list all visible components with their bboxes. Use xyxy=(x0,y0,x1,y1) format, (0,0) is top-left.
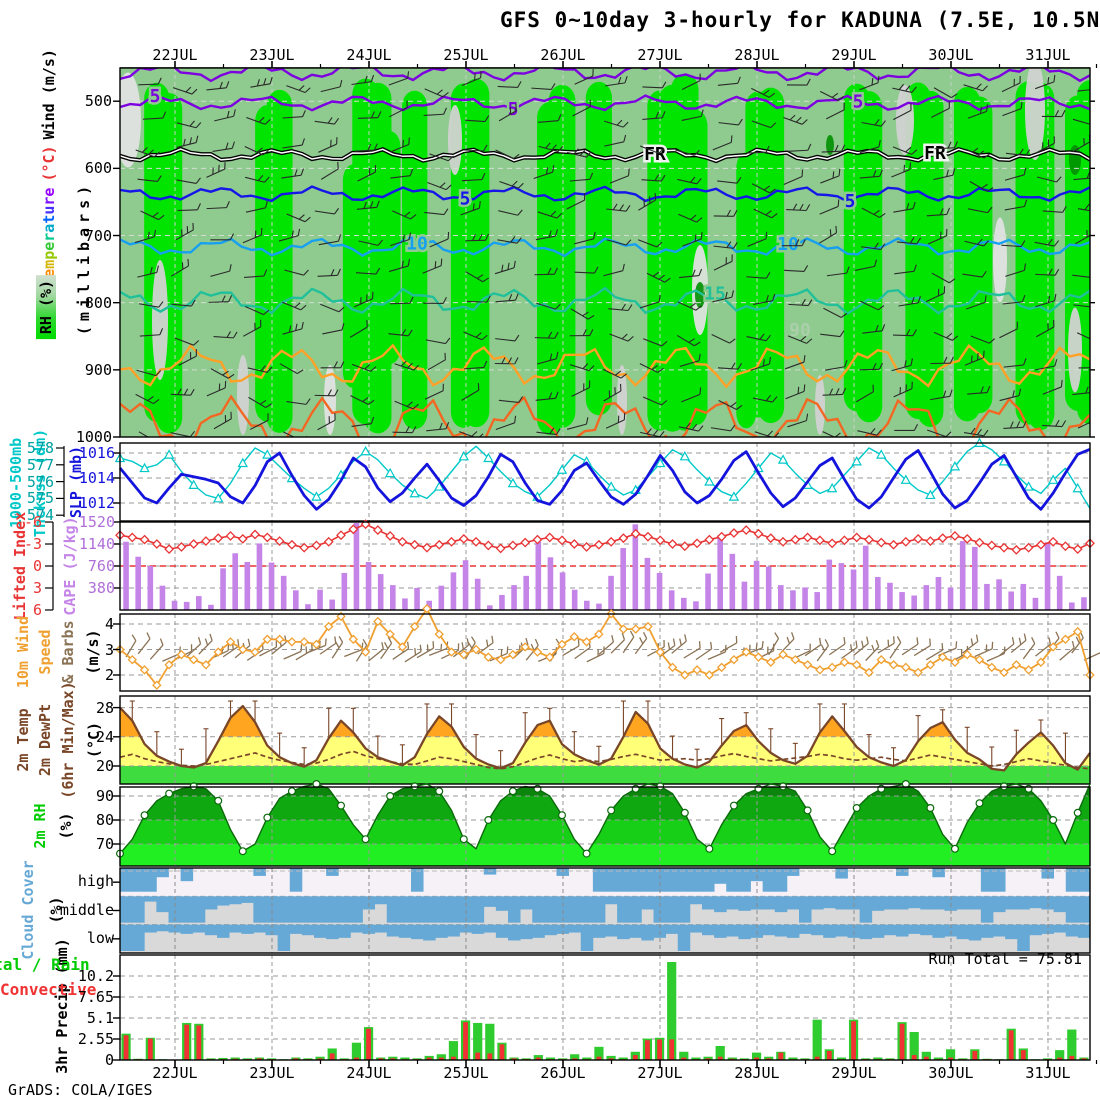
precip-tick-label: 2.55 xyxy=(77,1030,114,1048)
day-label: 27JUL xyxy=(637,46,683,64)
precip-convective-legend: Convective xyxy=(0,980,97,999)
li-tick-label: -3 xyxy=(23,535,42,553)
t2m-tick-label: 28 xyxy=(95,698,114,717)
cape-tick-label: 1520 xyxy=(78,512,115,531)
panel-slp-thickness xyxy=(114,437,1091,522)
panel-cape-li xyxy=(115,519,1095,611)
day-label: 26JUL xyxy=(540,1064,586,1082)
day-label: 30JUL xyxy=(928,1064,974,1082)
day-label: 24JUL xyxy=(346,46,392,64)
t2m-label-2: 2m DewPt xyxy=(36,703,54,777)
precip-tick-label: 0 xyxy=(104,1051,114,1069)
day-label: 24JUL xyxy=(346,1064,392,1082)
cloud-row-label: middle xyxy=(59,900,114,919)
pressure-tick-label: 1000 xyxy=(75,428,112,446)
wind-tick-label: 3 xyxy=(104,640,114,659)
rh-pct-label: RH (%) xyxy=(37,279,55,335)
svg-text:5: 5 xyxy=(460,189,471,210)
pressure-tick-label: 900 xyxy=(84,360,112,379)
day-label: 30JUL xyxy=(928,46,974,64)
li-tick-label: 0 xyxy=(32,557,42,575)
svg-text:10: 10 xyxy=(406,234,428,255)
precip-tick-label: 7.65 xyxy=(77,988,114,1006)
panel-precip xyxy=(119,954,1091,1061)
svg-text:10: 10 xyxy=(777,234,799,255)
t2m-label-1: 2m Temp xyxy=(14,708,32,772)
svg-text:5: 5 xyxy=(508,99,519,120)
li-tick-label: 6 xyxy=(32,600,42,619)
cloud-row-label: high xyxy=(77,872,114,891)
svg-text:15: 15 xyxy=(704,284,726,305)
li-tick-label: -6 xyxy=(23,513,42,532)
day-label: 22JUL xyxy=(152,46,198,64)
grads-credit: GrADS: COLA/IGES xyxy=(8,1081,153,1099)
precip-tick-label: 10.2 xyxy=(77,967,114,985)
pressure-tick-label: 600 xyxy=(84,159,112,178)
wind10-label-2: Speed xyxy=(36,629,54,675)
svg-text:FR: FR xyxy=(924,143,946,164)
panel-rh2m xyxy=(115,779,1091,867)
slp-tick-label: 1016 xyxy=(78,444,115,462)
panel-t2m xyxy=(119,695,1091,785)
svg-text:5: 5 xyxy=(150,86,161,107)
precip-total-legend: Total / Rain xyxy=(0,955,90,974)
day-label: 29JUL xyxy=(831,46,877,64)
panel-wind10 xyxy=(115,603,1100,692)
thickness-tick-label: 578 xyxy=(26,439,54,457)
slp-tick-label: 1014 xyxy=(78,469,115,487)
page-title: GFS 0~10day 3-hourly for KADUNA (7.5E, 1… xyxy=(500,8,1100,32)
day-label: 22JUL xyxy=(152,1064,198,1082)
pressure-tick-label: 800 xyxy=(84,293,112,312)
day-label: 23JUL xyxy=(249,46,295,64)
rh-tick-label: 80 xyxy=(95,811,114,829)
day-label: 27JUL xyxy=(637,1064,683,1082)
svg-text:90: 90 xyxy=(789,320,811,341)
thickness-tick-label: 574 xyxy=(26,506,54,525)
svg-text:5: 5 xyxy=(853,92,864,113)
rh-legend-swatch: RH (%) xyxy=(36,274,56,340)
cape-tick-label: 380 xyxy=(87,578,115,597)
cape-tick-label: 760 xyxy=(87,556,115,575)
svg-text:5: 5 xyxy=(845,191,856,212)
li-tick-label: 3 xyxy=(32,578,42,597)
cape-tick-label: 1140 xyxy=(78,534,115,553)
t2m-tick-label: 24 xyxy=(95,727,114,746)
cloud-cover-label: Cloud Cover xyxy=(19,860,37,960)
day-label: 25JUL xyxy=(443,1064,489,1082)
panel-upper-air: 5 5 5 FR FR 5 5 10 10 15 90 xyxy=(120,68,1090,437)
precip-tick-label: 5.1 xyxy=(86,1009,114,1027)
wind-tick-label: 4 xyxy=(104,615,114,633)
day-label: 28JUL xyxy=(734,46,780,64)
day-label: 25JUL xyxy=(443,46,489,64)
panel-cloud-cover xyxy=(119,867,1091,954)
rh-tick-label: 70 xyxy=(95,835,114,853)
rh-tick-label: 90 xyxy=(95,787,114,805)
thickness-tick-label: 577 xyxy=(26,455,54,474)
day-label: 28JUL xyxy=(734,1064,780,1082)
thickness-tick-label: 576 xyxy=(26,472,54,491)
run-total-label: Run Total = 75.81 xyxy=(928,950,1082,968)
millibars-label: (millibars) xyxy=(75,180,93,336)
wind-tick-label: 2 xyxy=(104,666,114,684)
day-label: 26JUL xyxy=(540,46,586,64)
thickness-tick-label: 575 xyxy=(26,489,54,508)
slp-tick-label: 1012 xyxy=(78,494,115,512)
day-label: 31JUL xyxy=(1025,46,1071,64)
t2m-tick-label: 20 xyxy=(95,757,114,775)
day-label: 23JUL xyxy=(249,1064,295,1082)
pressure-tick-label: 500 xyxy=(84,92,112,111)
day-label: 31JUL xyxy=(1025,1064,1071,1082)
pressure-tick-label: 700 xyxy=(84,226,112,245)
rh2m-label: 2m RH xyxy=(31,803,49,849)
day-label: 29JUL xyxy=(831,1064,877,1082)
wind10-label-1: 10m Wind xyxy=(14,615,32,689)
cloud-row-label: low xyxy=(86,928,114,947)
svg-text:FR: FR xyxy=(644,144,666,165)
